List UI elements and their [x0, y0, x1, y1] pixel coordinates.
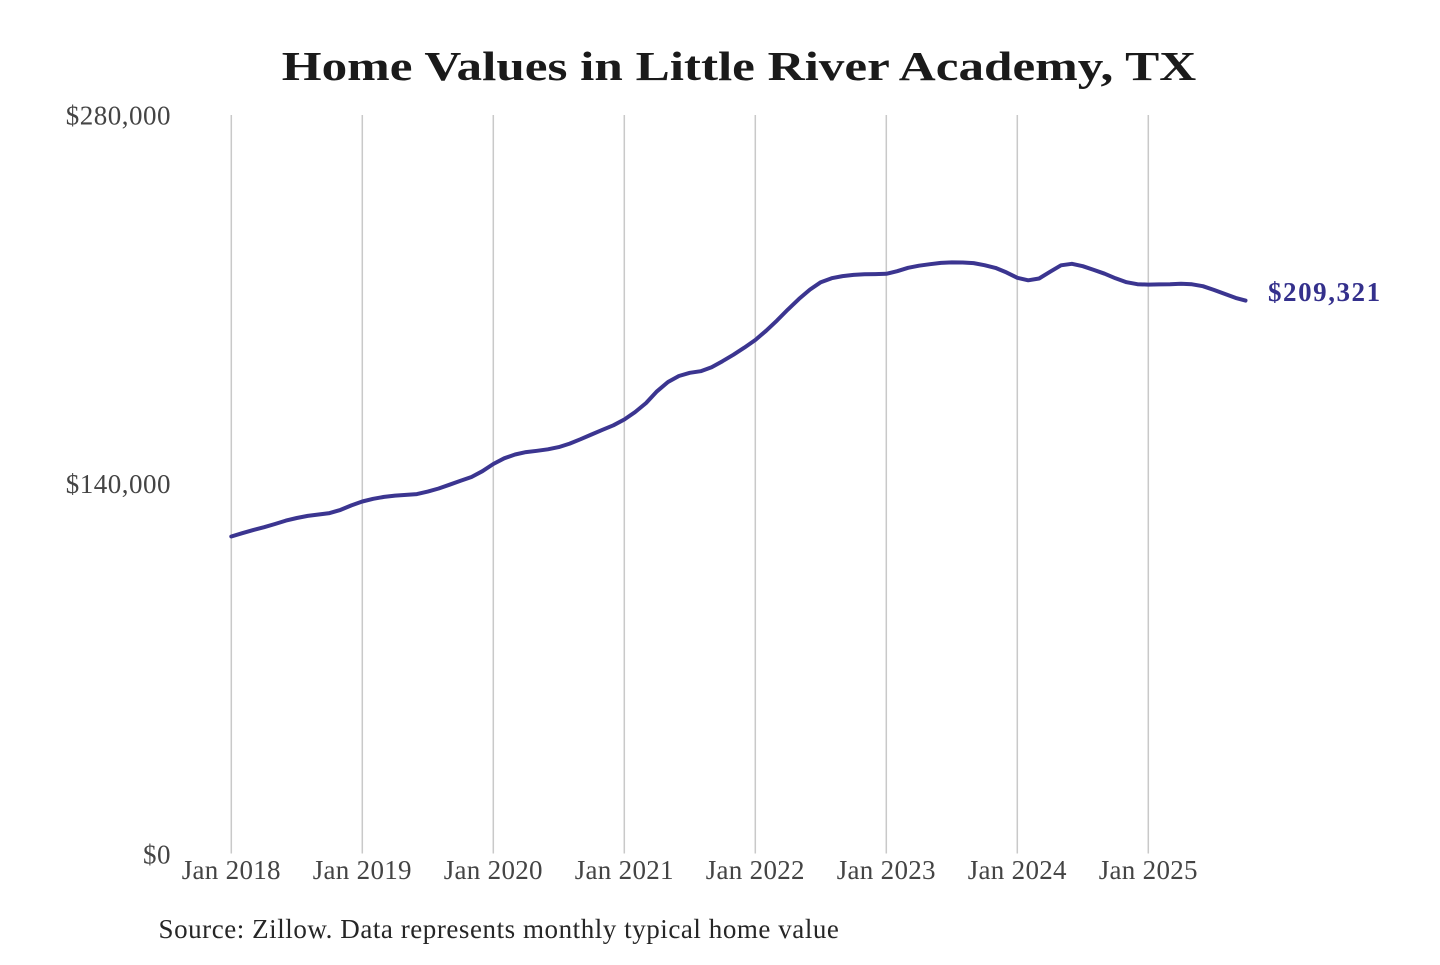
svg-text:Jan 2022: Jan 2022: [706, 855, 805, 885]
svg-text:Source: Zillow. Data represent: Source: Zillow. Data represents monthly …: [159, 914, 840, 944]
svg-text:Jan 2025: Jan 2025: [1099, 855, 1198, 885]
svg-text:Jan 2023: Jan 2023: [837, 855, 936, 885]
svg-text:Home Values in Little River Ac: Home Values in Little River Academy, TX: [282, 45, 1196, 90]
svg-text:Jan 2020: Jan 2020: [444, 855, 543, 885]
svg-text:$209,321: $209,321: [1268, 277, 1382, 307]
svg-text:$280,000: $280,000: [66, 101, 171, 131]
svg-text:Jan 2024: Jan 2024: [968, 855, 1067, 885]
svg-text:$0: $0: [143, 840, 171, 870]
svg-text:$140,000: $140,000: [66, 469, 171, 499]
svg-text:Jan 2019: Jan 2019: [313, 855, 412, 885]
svg-text:Jan 2018: Jan 2018: [182, 855, 281, 885]
svg-text:Jan 2021: Jan 2021: [575, 855, 674, 885]
